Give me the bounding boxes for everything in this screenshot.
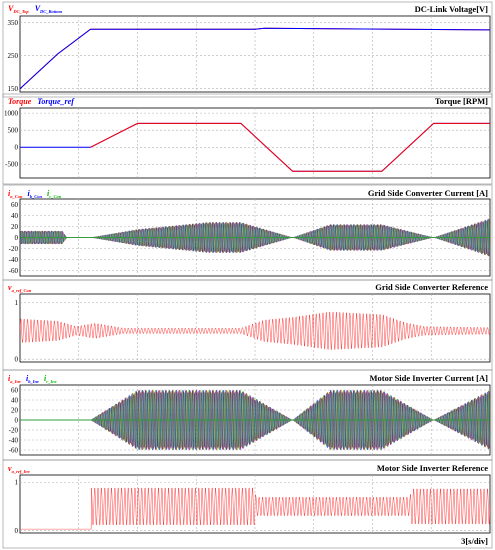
legend-entry: ia_Inv ib_Inv ic_Inv <box>8 374 58 385</box>
y-tick-label: 60 <box>11 386 19 394</box>
plot-area: -500 0 500 1000 <box>4 107 491 179</box>
panel-grid-side-converter-current: Grid Side Converter Current [A] ia_Con i… <box>2 184 493 281</box>
phase-waveform <box>19 311 491 350</box>
y-tick-label: -40 <box>9 256 19 264</box>
plot-area: 01 <box>15 474 491 535</box>
y-tick-label: 0 <box>15 527 19 535</box>
panel-motor-side-inverter-reference: Motor Side Inverter Reference va_ref_Inv… <box>2 459 493 549</box>
plot-area: -60 -40 -20 0 20 40 60 <box>9 198 491 277</box>
panel-motor-side-inverter-current: Motor Side Inverter Current [A] ia_Inv i… <box>2 369 493 461</box>
y-tick-label: 0 <box>15 356 19 364</box>
y-tick-label: -40 <box>9 436 19 444</box>
time-scale-label: 3[s/div] <box>461 536 488 546</box>
phase-waveform <box>19 218 491 256</box>
panel-dc-link-voltage: DC-Link Voltage[V] VDC_Top VDC_Bottom 15… <box>2 1 493 98</box>
y-tick-label: 0 <box>15 416 19 424</box>
legend-entry: va_ref_Con <box>8 283 32 293</box>
y-tick-label: -500 <box>5 161 18 169</box>
phase-waveform <box>19 219 491 257</box>
plot-area: 01 <box>15 293 491 364</box>
y-tick-label: 1000 <box>4 110 19 118</box>
y-tick-label: 1 <box>15 299 19 307</box>
panel-title: DC-Link Voltage[V] <box>415 4 489 14</box>
phase-waveform <box>20 487 491 530</box>
panel-title: Motor Side Inverter Reference <box>377 463 488 473</box>
panel-title: Grid Side Converter Current [A] <box>368 188 488 198</box>
series-line <box>90 122 490 172</box>
y-tick-label: -60 <box>9 267 19 275</box>
y-tick-label: -20 <box>9 426 19 434</box>
panel-title: Grid Side Converter Reference <box>375 282 488 292</box>
y-tick-label: 40 <box>11 396 19 404</box>
panel-grid-side-converter-reference: Grid Side Converter Reference va_ref_Con… <box>2 279 493 371</box>
y-tick-label: 250 <box>8 52 19 60</box>
y-tick-label: 150 <box>8 85 19 93</box>
y-tick-label: 60 <box>11 201 19 209</box>
y-tick-label: 20 <box>11 406 19 414</box>
legend-entry: va_ref_Inv <box>8 464 31 474</box>
y-tick-label: 350 <box>8 19 19 27</box>
panel-title: Motor Side Inverter Current [A] <box>369 373 488 383</box>
y-tick-label: 20 <box>11 223 19 231</box>
legend-entry: ia_Con ib_Con ic_Con <box>8 189 62 200</box>
panel-torque: Torque [RPM] Torque Torque_ref -500 0 500 1… <box>2 93 493 185</box>
legend-entry: Torque Torque_ref <box>8 97 75 106</box>
y-tick-label: -60 <box>9 446 19 454</box>
y-tick-label: 0 <box>15 234 19 242</box>
y-tick-label: 1 <box>15 479 19 487</box>
legend-entry: VDC_Top VDC_Bottom <box>8 4 63 15</box>
y-tick-label: -20 <box>9 245 19 253</box>
plot-area: 150 250 350 <box>8 15 491 93</box>
panel-title: Torque [RPM] <box>435 96 488 106</box>
phase-waveform <box>20 390 491 450</box>
y-tick-label: 500 <box>8 127 19 135</box>
y-tick-label: 0 <box>15 144 19 152</box>
series-line <box>19 27 491 90</box>
phase-waveform <box>20 390 491 450</box>
plot-area: -60 -40 -20 0 20 40 60 <box>9 384 491 456</box>
y-tick-label: 40 <box>11 212 19 220</box>
plot-frame <box>19 107 491 179</box>
